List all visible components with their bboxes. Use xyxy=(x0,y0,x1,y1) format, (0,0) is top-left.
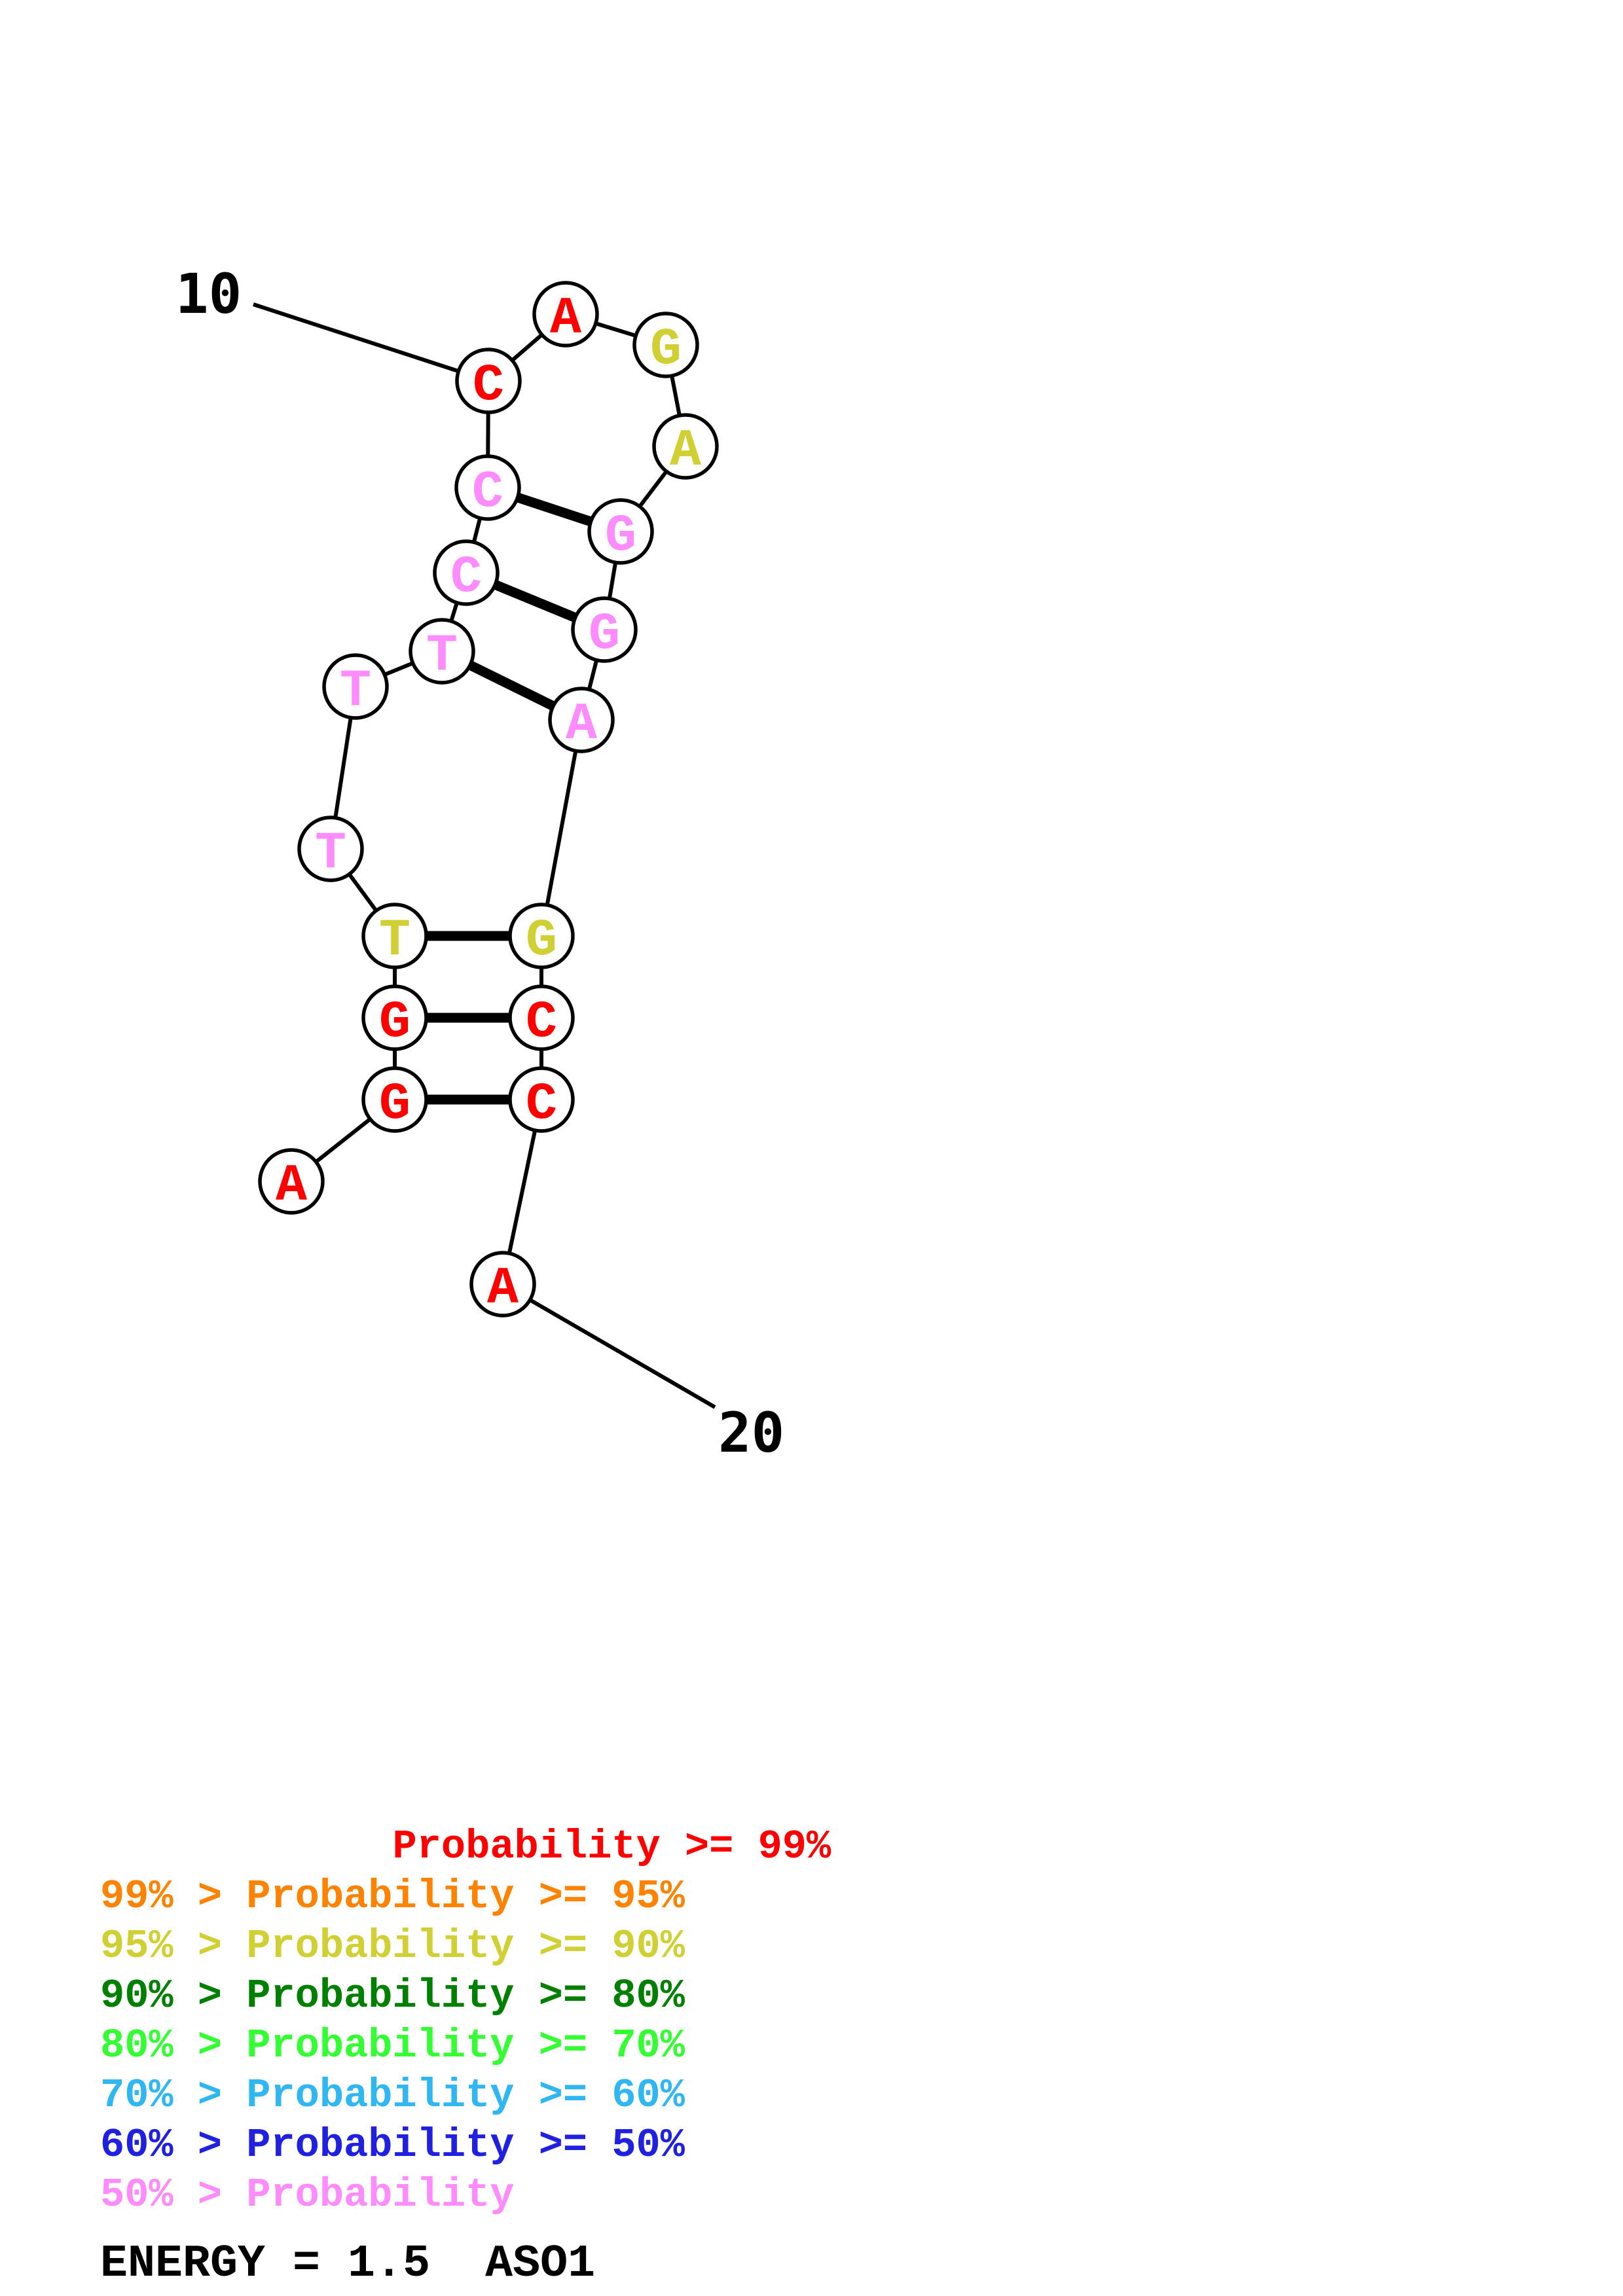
nucleotide-circle-4 xyxy=(361,903,428,969)
nucleotide-base-17: G xyxy=(526,911,557,971)
nucleotide-circle-2 xyxy=(361,1066,428,1133)
nucleotide-base-7: T xyxy=(426,626,458,686)
nucleotide-circle-11 xyxy=(532,281,599,348)
nucleotide-base-20: A xyxy=(487,1259,519,1319)
nucleotide-base-15: G xyxy=(589,605,620,664)
nucleotide-circle-15 xyxy=(571,596,638,663)
nucleotide-base-3: G xyxy=(379,993,410,1052)
nucleotide-circle-3 xyxy=(361,984,428,1051)
energy-label: ENERGY = 1.5 ASO1 xyxy=(100,2238,595,2290)
legend-row-0: Probability >= 99% xyxy=(246,1823,831,1870)
nucleotide-circle-10 xyxy=(455,348,522,414)
nucleotide-base-19: C xyxy=(526,1075,557,1134)
index-label-10: 10 xyxy=(175,262,242,326)
index-label-line-20 xyxy=(501,1282,716,1409)
nucleotide-base-8: C xyxy=(450,548,482,607)
nucleotide-base-18: C xyxy=(526,993,557,1052)
nucleotide-base-16: A xyxy=(566,695,598,755)
nucleotide-circle-16 xyxy=(548,687,615,753)
nucleotide-circle-17 xyxy=(508,903,575,969)
legend-row-7: 50% > Probability xyxy=(100,2172,515,2218)
nucleotide-circle-9 xyxy=(454,454,521,521)
nucleotide-base-12: G xyxy=(650,320,682,380)
nucleotide-base-4: T xyxy=(379,911,410,971)
index-label-line-10 xyxy=(253,302,489,383)
nucleotide-base-11: A xyxy=(550,289,582,349)
nucleotide-base-5: T xyxy=(315,824,346,884)
nucleotide-circle-5 xyxy=(297,816,364,882)
nucleotide-circle-6 xyxy=(322,653,389,720)
nucleotide-circle-19 xyxy=(508,1066,575,1133)
backbone-link-16-17 xyxy=(539,719,583,937)
nucleotide-circle-7 xyxy=(409,618,475,685)
nucleotide-circle-1 xyxy=(258,1148,325,1215)
nucleotide-base-14: G xyxy=(605,507,636,566)
legend-row-5: 70% > Probability >= 60% xyxy=(100,2072,685,2119)
nucleotide-circle-20 xyxy=(469,1251,536,1318)
nucleotide-base-9: C xyxy=(472,463,503,522)
legend-row-4: 80% > Probability >= 70% xyxy=(100,2022,685,2069)
nucleotide-circle-18 xyxy=(508,984,575,1051)
nucleotide-base-1: A xyxy=(276,1157,308,1216)
nucleotide-circle-14 xyxy=(587,498,654,565)
nucleotide-base-13: A xyxy=(670,422,702,481)
nucleotide-base-2: G xyxy=(379,1075,410,1134)
legend-row-1: 99% > Probability >= 95% xyxy=(100,1873,685,1920)
index-label-20: 20 xyxy=(718,1401,784,1465)
legend-row-2: 95% > Probability >= 90% xyxy=(100,1923,685,1969)
nucleotide-circle-12 xyxy=(632,312,699,378)
legend-row-6: 60% > Probability >= 50% xyxy=(100,2122,685,2168)
nucleotide-base-6: T xyxy=(340,662,371,721)
nucleotide-circle-8 xyxy=(433,539,500,606)
legend-row-3: 90% > Probability >= 80% xyxy=(100,1973,685,2019)
nucleotide-base-10: C xyxy=(473,356,504,416)
nucleotide-circle-13 xyxy=(652,413,719,480)
